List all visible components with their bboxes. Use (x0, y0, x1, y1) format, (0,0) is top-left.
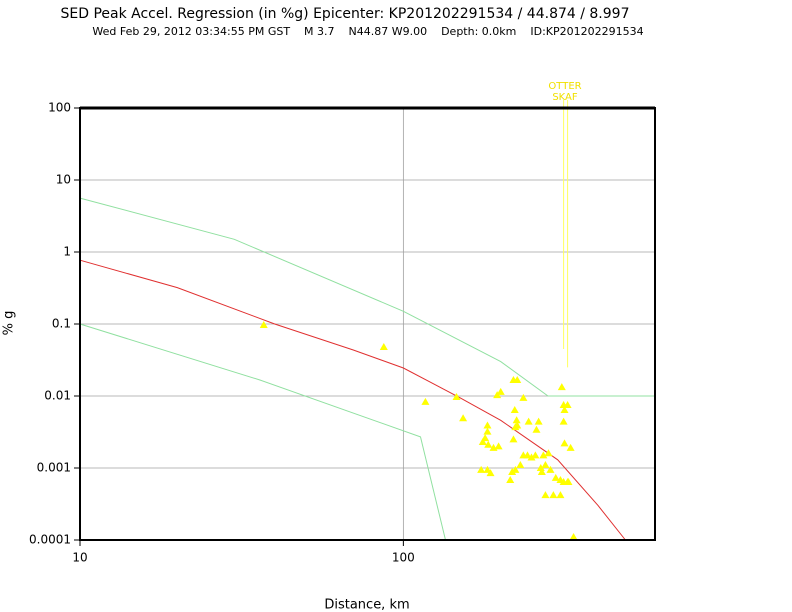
data-point (563, 400, 572, 408)
data-point (541, 461, 550, 469)
x-tick-label: 10 (72, 551, 87, 565)
data-point (511, 465, 520, 473)
data-point (527, 453, 536, 461)
data-point (534, 417, 543, 425)
data-point (523, 451, 532, 459)
data-point (496, 387, 505, 395)
data-point (541, 491, 550, 499)
data-point (549, 491, 558, 499)
data-point (560, 439, 569, 447)
data-point (452, 392, 461, 400)
data-point (477, 465, 486, 473)
data-point (484, 440, 493, 448)
data-point (556, 491, 565, 499)
data-point (513, 375, 522, 383)
data-point (539, 451, 548, 459)
chart-subtitle: Wed Feb 29, 2012 03:34:55 PM GST M 3.7 N… (92, 25, 643, 38)
data-point (508, 467, 517, 475)
y-tick-label: 0.001 (37, 461, 71, 475)
data-point (259, 320, 268, 328)
curve (79, 323, 446, 541)
data-point (483, 421, 492, 429)
data-point (459, 414, 468, 422)
data-point (531, 451, 540, 459)
data-point (509, 435, 518, 443)
data-point (506, 476, 515, 484)
data-point (379, 342, 388, 350)
curve (79, 259, 626, 541)
data-point (524, 417, 533, 425)
chart-title: SED Peak Accel. Regression (in %g) Epice… (61, 6, 630, 22)
data-point (486, 469, 495, 477)
data-point (478, 437, 487, 445)
y-tick-label: 100 (48, 101, 71, 115)
data-point (536, 464, 545, 471)
station-label: SKAF (552, 92, 578, 103)
data-point (513, 421, 522, 429)
data-point (560, 405, 569, 413)
data-point (544, 449, 553, 457)
data-point (557, 383, 566, 391)
data-point (537, 467, 546, 475)
data-point (512, 416, 521, 424)
x-tick-label: 100 (392, 551, 415, 565)
data-point (569, 533, 578, 541)
data-point (494, 442, 503, 450)
data-point (546, 465, 555, 473)
y-axis-label: % g (2, 311, 17, 336)
y-tick-label: 0.01 (44, 389, 71, 403)
y-tick-label: 0.0001 (29, 533, 71, 547)
y-tick-label: 10 (56, 173, 71, 187)
station-label: OTTER (548, 81, 581, 92)
data-point (566, 443, 575, 451)
data-point (510, 405, 519, 413)
data-point (483, 427, 492, 435)
data-point (559, 477, 568, 485)
data-point (551, 473, 560, 481)
data-point (516, 461, 525, 469)
y-tick-label: 0.1 (52, 317, 71, 331)
data-point (519, 393, 528, 401)
data-point (421, 397, 430, 405)
x-axis-label: Distance, km (324, 598, 409, 612)
data-point (559, 417, 568, 425)
data-point (532, 425, 541, 433)
curve (79, 197, 655, 397)
y-tick-label: 1 (63, 245, 71, 259)
